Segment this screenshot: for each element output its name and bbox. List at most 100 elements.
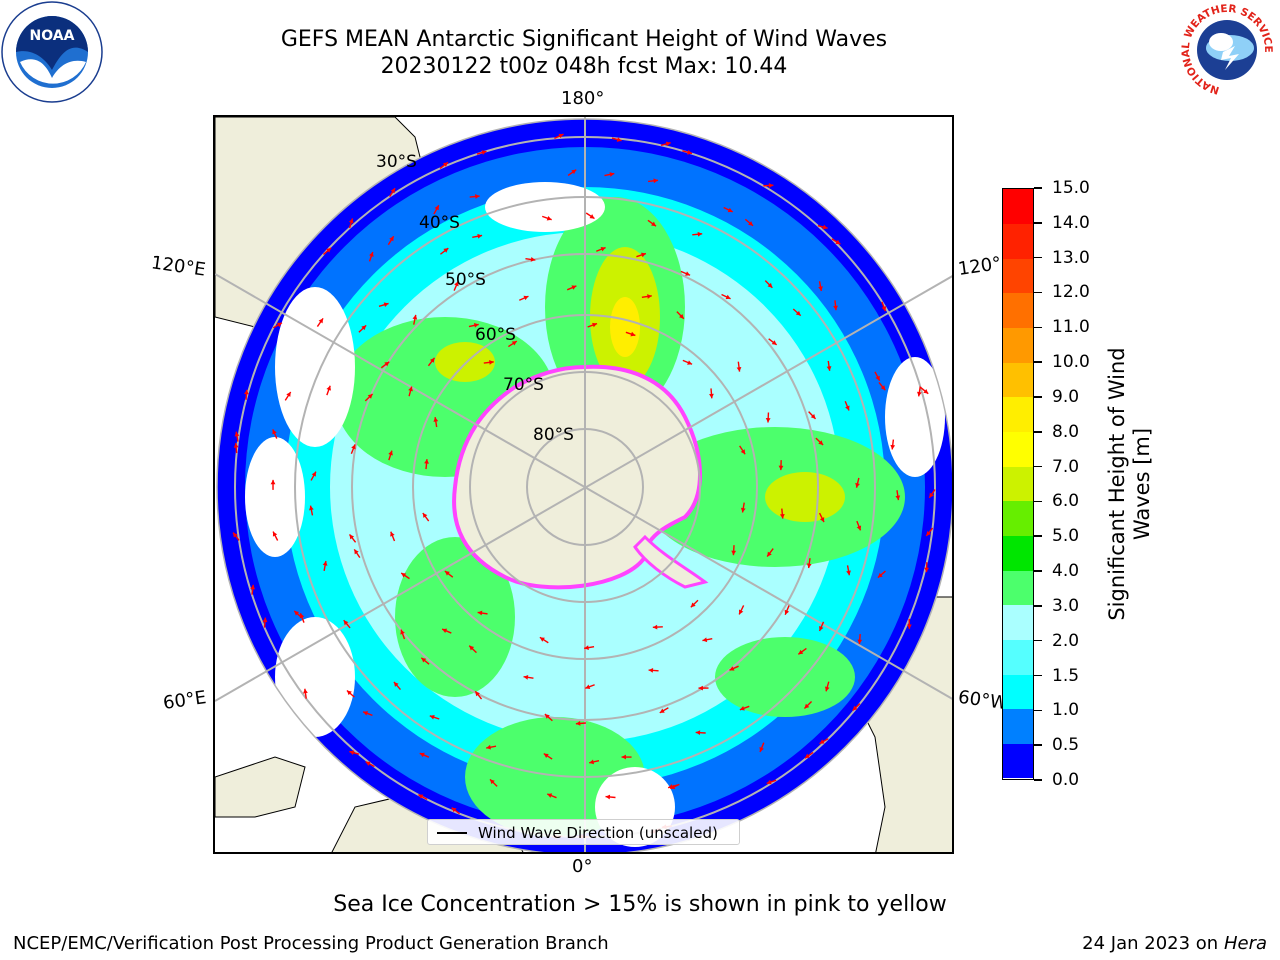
colorbar-segment — [1003, 327, 1033, 363]
wave-direction-arrowhead — [698, 685, 703, 691]
colorbar-tick-label: 8.0 — [1052, 421, 1080, 442]
wave-direction-arrowhead — [589, 759, 595, 765]
wave-direction-arrowhead — [856, 525, 862, 531]
wave-direction-arrowhead — [585, 684, 591, 690]
wave-direction-arrowhead — [348, 218, 354, 224]
wave-direction-arrowhead — [584, 645, 589, 651]
wave-direction-arrowhead — [738, 609, 744, 615]
wave-direction-arrowhead — [233, 532, 238, 538]
wave-direction-arrowhead — [852, 705, 858, 711]
lon-label-0: 0° — [572, 856, 593, 877]
wave-direction-arrowhead — [351, 444, 356, 450]
wave-direction-arrowhead — [589, 214, 595, 219]
wave-direction-arrowhead — [424, 459, 429, 464]
footer-date-text: 24 Jan 2023 on — [1082, 933, 1219, 954]
wave-direction-arrowhead — [765, 417, 771, 423]
wave-direction-arrowhead — [640, 252, 646, 258]
colorbar-segment — [1003, 535, 1033, 571]
wave-direction-arrowhead — [433, 417, 439, 422]
wave-direction-arrowhead — [365, 761, 371, 766]
wave-direction-arrowhead — [346, 690, 352, 696]
wave-direction-arrowhead — [917, 391, 922, 397]
colorbar-tick — [1034, 570, 1042, 572]
wave-direction-arrowhead — [670, 784, 676, 789]
wave-direction-arrowhead — [798, 649, 804, 655]
wave-direction-arrowhead — [727, 207, 733, 213]
wave-direction-arrowhead — [442, 628, 448, 634]
wave-direction-arrowhead — [543, 753, 549, 758]
wave-direction-arrowhead — [326, 247, 332, 253]
colorbar-segment — [1003, 189, 1033, 225]
wave-direction-arrowhead — [690, 602, 696, 608]
colorbar-tick — [1034, 326, 1042, 329]
wave-direction-arrowhead — [621, 754, 626, 760]
lat-label-80s: 80°S — [533, 425, 574, 445]
wave-direction-arrowhead — [354, 549, 359, 555]
wave-direction-arrowhead — [725, 294, 731, 300]
wave-direction-arrowhead — [875, 375, 880, 381]
wave-direction-arrowhead — [687, 149, 693, 155]
wave-direction-arrowhead — [530, 257, 536, 262]
wave-direction-arrowhead — [739, 706, 745, 711]
wave-direction-arrowhead — [547, 793, 553, 798]
footer-host: Hera — [1223, 933, 1267, 954]
wave-direction-arrowhead — [819, 739, 825, 744]
wave-direction-arrowhead — [475, 691, 480, 697]
wave-direction-arrowhead — [818, 286, 823, 292]
wave-direction-arrowhead — [408, 386, 413, 392]
colorbar-tick — [1034, 187, 1042, 189]
wave-direction-arrowhead — [890, 444, 896, 450]
colorbar-segment — [1003, 570, 1033, 606]
footer-date: 24 Jan 2023 on Hera — [1082, 933, 1267, 954]
wave-direction-arrowhead — [419, 752, 425, 758]
colorbar-tick-label: 14.0 — [1052, 212, 1090, 233]
wave-direction-arrowhead — [923, 389, 929, 394]
wave-direction-arrowhead — [881, 306, 887, 312]
colorbar-segment — [1003, 431, 1033, 467]
wave-direction-arrowhead — [592, 322, 598, 328]
wave-direction-arrowhead — [294, 610, 300, 616]
colorbar-segment — [1003, 396, 1033, 433]
colorbar-segment — [1003, 639, 1033, 675]
wave-direction-arrowhead — [740, 449, 746, 455]
wave-direction-arrowhead — [286, 391, 291, 397]
wave-direction-arrowhead — [759, 746, 764, 752]
lon-label-120w: 120° — [956, 253, 1003, 280]
wave-direction-arrowhead — [778, 465, 784, 471]
colorbar-tick — [1034, 361, 1042, 363]
wave-direction-arrowhead — [451, 807, 457, 813]
noaa-logo-text: NOAA — [30, 28, 75, 44]
legend-line-icon — [437, 832, 467, 834]
colorbar-tick-label: 1.0 — [1052, 700, 1080, 721]
wave-direction-arrowhead — [736, 366, 742, 372]
colorbar-tick-label: 6.0 — [1052, 491, 1080, 512]
wave-direction-arrowhead — [877, 572, 883, 578]
colorbar-tick — [1034, 639, 1042, 642]
wave-direction-arrowhead — [784, 609, 790, 615]
wave-direction-arrowhead — [906, 624, 912, 629]
wave-direction-arrowhead — [766, 779, 772, 785]
wave-direction-arrowhead — [846, 570, 851, 576]
colorbar-tick — [1034, 500, 1042, 503]
colorbar-tick — [1034, 256, 1042, 259]
colorbar-tick-label: 2.0 — [1052, 630, 1080, 651]
wave-direction-arrowhead — [575, 721, 581, 726]
wave-direction-arrowhead — [383, 302, 389, 308]
wave-direction-arrowhead — [473, 323, 479, 328]
wave-direction-arrowhead — [544, 714, 550, 719]
lat-label-60s: 60°S — [475, 325, 516, 345]
wave-direction-arrowhead — [659, 708, 665, 713]
wave-direction-arrowhead — [523, 674, 529, 680]
map-legend: Wind Wave Direction (unscaled) — [427, 819, 740, 845]
colorbar-tick — [1034, 465, 1042, 468]
wave-direction-arrowhead — [609, 172, 615, 177]
polar-map — [213, 115, 954, 854]
wave-direction-arrowhead — [779, 513, 785, 519]
wave-direction-arrowhead — [630, 331, 636, 337]
wave-direction-arrowhead — [393, 681, 399, 687]
wave-direction-arrowhead — [833, 305, 838, 311]
wave-direction-arrowhead — [477, 610, 483, 616]
colorbar-tick-label: 0.0 — [1052, 770, 1080, 790]
wave-direction-arrowhead — [477, 233, 483, 239]
wave-direction-arrowhead — [309, 505, 314, 511]
